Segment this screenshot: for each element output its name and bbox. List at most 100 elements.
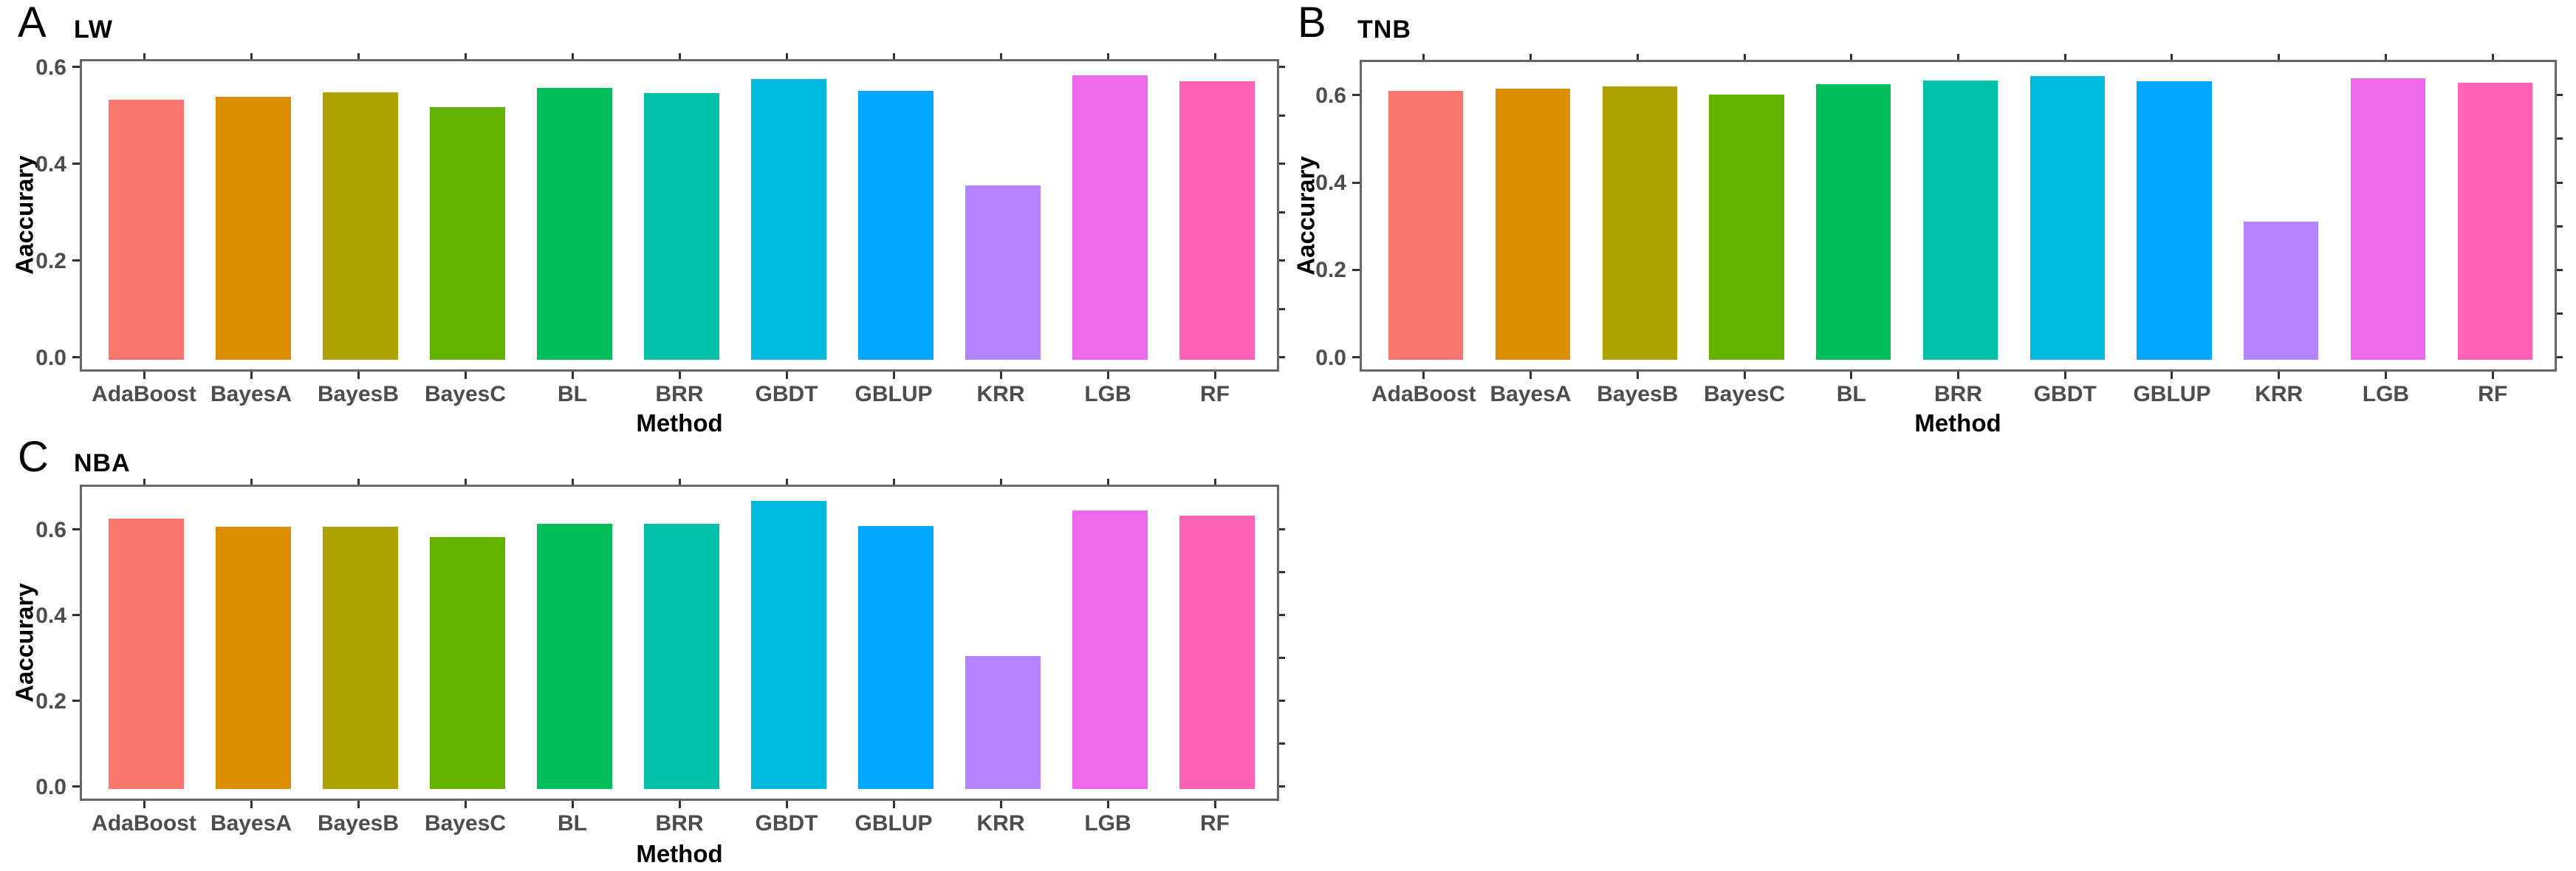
x-axis-tick-bottom — [1213, 801, 1216, 808]
x-axis-tick-top — [571, 479, 574, 485]
bar-bl — [537, 88, 612, 360]
x-axis-tick-bottom — [2063, 372, 2066, 379]
bar-bayesa — [216, 527, 291, 789]
x-tick-label-gblup: GBLUP — [854, 382, 933, 406]
panel-title-nba: NBA — [74, 449, 131, 477]
bar-gblup — [2137, 81, 2212, 360]
y-axis-title: Aaccurary — [10, 583, 38, 703]
x-axis-tick-bottom — [892, 801, 895, 808]
x-tick-label-bayesb: BayesB — [1597, 382, 1679, 406]
x-axis-title: Method — [636, 840, 723, 867]
x-axis-tick-bottom — [999, 801, 1002, 808]
y-axis-minor-tick-right — [1279, 356, 1285, 359]
plot-area-lw — [80, 59, 1279, 372]
y-axis-minor-tick-right — [1279, 571, 1285, 574]
x-axis-tick-bottom — [2171, 372, 2174, 379]
bar-adaboost — [109, 99, 184, 360]
x-axis-tick-bottom — [2384, 372, 2387, 379]
panel-letter-c: C — [18, 433, 49, 481]
y-tick-label: 0.2 — [35, 248, 66, 273]
x-tick-label-adaboost: AdaBoost — [1371, 382, 1476, 406]
x-axis-tick-top — [2278, 54, 2281, 60]
panel-title-lw: LW — [74, 16, 113, 44]
x-axis-tick-top — [2384, 54, 2387, 60]
x-tick-label-bayesc: BayesC — [1703, 382, 1786, 406]
y-axis-minor-tick-right — [2557, 356, 2563, 359]
x-tick-label-adaboost: AdaBoost — [92, 382, 196, 406]
y-tick-label: 0.2 — [35, 689, 66, 714]
y-axis-tick — [72, 528, 80, 531]
x-axis-tick-bottom — [464, 372, 467, 379]
x-axis-tick-top — [1957, 54, 1959, 60]
x-axis-tick-bottom — [999, 372, 1002, 379]
x-axis-tick-bottom — [143, 372, 145, 379]
x-axis-tick-top — [1106, 53, 1109, 59]
x-tick-label-rf: RF — [2478, 382, 2508, 406]
x-tick-label-krr: KRR — [2255, 382, 2303, 406]
x-axis-tick-bottom — [357, 372, 360, 379]
y-axis-minor-tick-right — [2557, 268, 2563, 271]
bar-krr — [2244, 221, 2319, 360]
x-axis-tick-top — [892, 53, 895, 59]
bar-adaboost — [1388, 90, 1464, 360]
bar-rf — [1179, 81, 1255, 360]
x-axis-tick-bottom — [571, 801, 574, 808]
y-axis-tick — [1352, 94, 1360, 97]
bar-brr — [1922, 81, 1998, 360]
x-axis-tick-bottom — [357, 801, 360, 808]
y-axis-minor-tick-right — [1279, 66, 1285, 69]
x-axis-tick-top — [785, 53, 788, 59]
y-axis-minor-tick-right — [1279, 528, 1285, 531]
y-axis-minor-tick-right — [1279, 259, 1285, 262]
x-axis-tick-top — [250, 479, 253, 485]
x-axis-tick-bottom — [1422, 372, 1425, 379]
bar-rf — [1179, 515, 1255, 789]
y-axis-minor-tick-right — [1279, 614, 1285, 617]
x-tick-label-rf: RF — [1200, 382, 1230, 406]
x-axis-tick-bottom — [785, 801, 788, 808]
x-tick-label-bl: BL — [558, 382, 587, 406]
x-axis-tick-top — [357, 53, 360, 59]
x-tick-label-brr: BRR — [1934, 382, 1982, 406]
bar-gbdt — [751, 78, 826, 360]
x-axis-tick-top — [2171, 54, 2174, 60]
x-axis-tick-top — [1530, 54, 1532, 60]
x-axis-tick-top — [678, 479, 681, 485]
x-tick-label-gbdt: GBDT — [2033, 382, 2097, 406]
y-axis-tick — [72, 356, 80, 359]
x-axis-tick-top — [357, 479, 360, 485]
x-tick-label-bl: BL — [558, 811, 587, 836]
x-tick-label-bayesa: BayesA — [210, 811, 292, 836]
x-tick-label-bl: BL — [1836, 382, 1866, 406]
x-axis-tick-top — [678, 53, 681, 59]
y-axis-tick — [72, 163, 80, 165]
x-axis-tick-top — [571, 53, 574, 59]
x-tick-label-rf: RF — [1200, 811, 1230, 836]
x-axis-tick-bottom — [1850, 372, 1853, 379]
bar-brr — [644, 92, 719, 360]
bar-rf — [2457, 83, 2532, 360]
bar-adaboost — [109, 519, 184, 789]
x-tick-label-bayesc: BayesC — [424, 811, 507, 836]
x-axis-tick-top — [785, 479, 788, 485]
plot-area-tnb — [1360, 60, 2557, 372]
y-axis-minor-tick-right — [1279, 307, 1285, 310]
bar-bayesc — [430, 107, 505, 360]
x-tick-label-gbdt: GBDT — [755, 382, 818, 406]
x-axis-tick-top — [1743, 54, 1746, 60]
y-axis-minor-tick-right — [2557, 312, 2563, 315]
x-axis-tick-bottom — [143, 801, 145, 808]
x-tick-label-brr: BRR — [655, 811, 704, 836]
y-axis-tick — [72, 700, 80, 703]
x-tick-label-bayesc: BayesC — [424, 382, 507, 406]
x-axis-tick-top — [1422, 54, 1425, 60]
x-axis-tick-top — [2063, 54, 2066, 60]
x-axis-tick-top — [999, 53, 1002, 59]
x-axis-tick-bottom — [1957, 372, 1959, 379]
x-tick-label-gbdt: GBDT — [755, 811, 818, 836]
bar-bayesc — [1709, 95, 1784, 360]
bar-bl — [537, 523, 612, 789]
x-tick-label-bayesa: BayesA — [1490, 382, 1572, 406]
bar-bayesa — [1495, 88, 1571, 360]
